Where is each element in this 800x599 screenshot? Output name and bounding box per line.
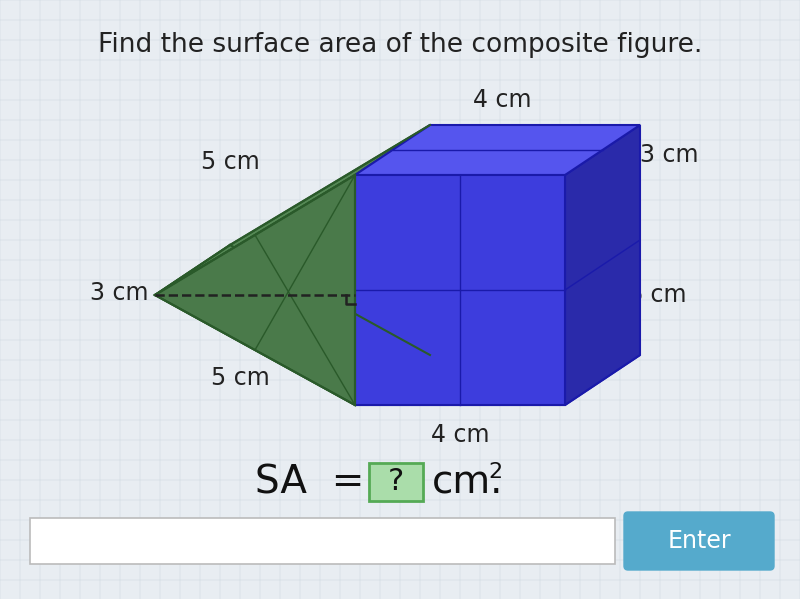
Text: ?: ? bbox=[388, 467, 404, 497]
Polygon shape bbox=[565, 125, 640, 405]
Text: cm.: cm. bbox=[432, 463, 503, 501]
Polygon shape bbox=[355, 125, 640, 175]
Text: 3 cm: 3 cm bbox=[640, 143, 698, 167]
FancyBboxPatch shape bbox=[30, 518, 615, 564]
Text: 5 cm: 5 cm bbox=[201, 150, 259, 174]
Text: 6 cm: 6 cm bbox=[628, 283, 686, 307]
Polygon shape bbox=[155, 245, 430, 405]
FancyBboxPatch shape bbox=[369, 463, 423, 501]
Text: Find the surface area of the composite figure.: Find the surface area of the composite f… bbox=[98, 32, 702, 58]
Text: 4 cm: 4 cm bbox=[430, 423, 490, 447]
Text: 4 cm: 4 cm bbox=[474, 88, 532, 112]
Text: SA  =: SA = bbox=[255, 463, 365, 501]
Polygon shape bbox=[355, 175, 565, 405]
Text: 2: 2 bbox=[488, 462, 502, 482]
Text: 4 cm: 4 cm bbox=[245, 265, 300, 285]
Text: Enter: Enter bbox=[667, 529, 731, 553]
Text: 5 cm: 5 cm bbox=[210, 366, 270, 390]
Text: 3 cm: 3 cm bbox=[90, 281, 149, 305]
FancyBboxPatch shape bbox=[624, 512, 774, 570]
Polygon shape bbox=[355, 355, 640, 405]
Polygon shape bbox=[155, 175, 355, 405]
Polygon shape bbox=[155, 125, 430, 295]
